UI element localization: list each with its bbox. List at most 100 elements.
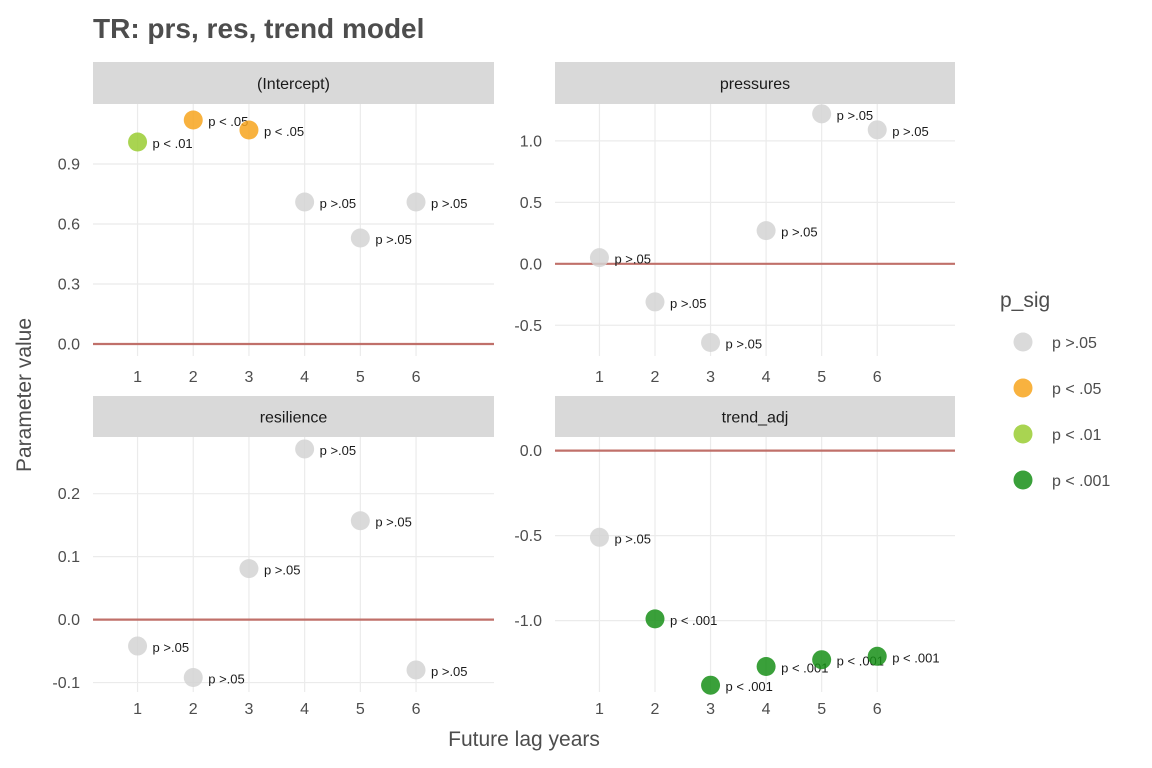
data-point: [701, 332, 721, 352]
data-label: p < .05: [264, 124, 304, 139]
strip-background: [555, 62, 955, 104]
x-tick-label: 2: [189, 701, 198, 718]
x-tick-label: 4: [300, 369, 309, 386]
data-point: [183, 110, 203, 130]
strip-background: [555, 396, 955, 437]
data-label: p < .05: [208, 114, 248, 129]
y-tick-label: 0.0: [58, 612, 80, 629]
data-point: [645, 292, 665, 312]
data-label: p >.05: [375, 232, 412, 247]
strip-background: [93, 396, 494, 437]
data-label: p >.05: [892, 124, 929, 139]
data-label: p >.05: [781, 225, 818, 240]
data-point: [239, 120, 259, 140]
chart-title: TR: prs, res, trend model: [93, 13, 424, 44]
data-label: p >.05: [431, 664, 468, 679]
data-label: p < .001: [670, 613, 717, 628]
legend-entry-3: p < .01: [1013, 424, 1101, 444]
x-tick-label: 1: [133, 369, 142, 386]
data-point: [812, 104, 832, 124]
y-tick-label: 0.2: [58, 486, 80, 503]
data-point: [812, 650, 832, 670]
x-tick-label: 4: [300, 701, 309, 718]
x-tick-label: 5: [356, 701, 365, 718]
data-label: p >.05: [837, 108, 874, 123]
data-point: [756, 221, 776, 241]
panel-trend-adj: trend_adj 1 2 3 4 5 6 -1.0 -0.5 0.0 p >.05 p < .001…: [514, 396, 955, 718]
x-tick-label: 5: [356, 369, 365, 386]
strip-label: resilience: [260, 410, 328, 427]
legend: p_sig p >.05 p < .05 p < .01 p < .001: [1000, 289, 1110, 490]
chart-panels: (Intercept) 1 2 3 4 5 6 0.0 0.3 0.6 0.9 p < .01 p < …: [52, 62, 955, 718]
y-tick-label: 0.0: [520, 443, 542, 460]
data-point: [295, 439, 315, 459]
x-tick-label: 2: [189, 369, 198, 386]
x-tick-label: 6: [412, 369, 421, 386]
x-tick-label: 6: [412, 701, 421, 718]
data-label: p >.05: [320, 196, 357, 211]
strip-label: trend_adj: [722, 410, 789, 427]
data-point: [645, 609, 665, 629]
panel-resilience: resilience 1 2 3 4 5 6 -0.1 0.0 0.1 0.2 p >.05 p >.0…: [52, 396, 494, 718]
data-point: [589, 527, 609, 547]
y-axis-title: Parameter value: [13, 318, 36, 472]
data-point: [867, 646, 887, 666]
y-tick-label: -0.1: [52, 675, 80, 692]
x-tick-label: 1: [133, 701, 142, 718]
data-point: [128, 132, 148, 152]
strip-background: [93, 62, 494, 104]
data-label: p >.05: [431, 196, 468, 211]
y-tick-label: 0.9: [58, 157, 80, 174]
data-point: [406, 660, 426, 680]
x-tick-label: 3: [244, 701, 253, 718]
y-tick-label: 0.3: [58, 277, 80, 294]
data-point: [350, 511, 370, 531]
data-label: p >.05: [614, 531, 651, 546]
x-tick-label: 2: [651, 369, 660, 386]
data-label: p >.05: [320, 443, 357, 458]
legend-label: p < .001: [1052, 473, 1110, 490]
x-tick-label: 5: [817, 701, 826, 718]
data-label: p >.05: [614, 252, 651, 267]
legend-label: p < .05: [1052, 381, 1101, 398]
data-label: p < .01: [153, 136, 193, 151]
data-point: [183, 668, 203, 688]
data-point: [589, 248, 609, 268]
y-tick-label: 0.5: [520, 195, 542, 212]
data-label: p >.05: [208, 672, 245, 687]
legend-label: p >.05: [1052, 335, 1097, 352]
x-tick-label: 3: [706, 369, 715, 386]
y-tick-label: 0.1: [58, 549, 80, 566]
data-label: p < .001: [726, 679, 773, 694]
legend-label: p < .01: [1052, 427, 1101, 444]
data-point: [756, 657, 776, 676]
y-tick-label: -0.5: [514, 528, 542, 545]
y-tick-label: 0.0: [58, 337, 80, 354]
x-axis-title: Future lag years: [448, 728, 600, 751]
data-label: p < .001: [892, 650, 939, 665]
legend-swatch: [1013, 424, 1033, 444]
legend-swatch: [1013, 378, 1033, 398]
data-label: p >.05: [375, 515, 412, 530]
y-tick-label: -1.0: [514, 613, 542, 630]
x-tick-label: 6: [873, 369, 882, 386]
legend-title: p_sig: [1000, 289, 1050, 312]
x-tick-label: 4: [762, 701, 771, 718]
data-label: p >.05: [726, 336, 763, 351]
x-tick-label: 4: [762, 369, 771, 386]
data-label: p >.05: [670, 296, 707, 311]
x-tick-label: 1: [595, 701, 604, 718]
data-point: [406, 192, 426, 212]
y-tick-label: 1.0: [520, 133, 542, 150]
data-label: p >.05: [153, 640, 190, 655]
legend-swatch: [1013, 470, 1033, 490]
y-tick-label: 0.0: [520, 256, 542, 273]
x-tick-label: 2: [651, 701, 660, 718]
x-tick-label: 3: [244, 369, 253, 386]
legend-swatch: [1013, 332, 1033, 352]
legend-entry-1: p >.05: [1013, 332, 1097, 352]
x-tick-label: 3: [706, 701, 715, 718]
data-label: p >.05: [264, 563, 301, 578]
legend-entry-4: p < .001: [1013, 470, 1110, 490]
